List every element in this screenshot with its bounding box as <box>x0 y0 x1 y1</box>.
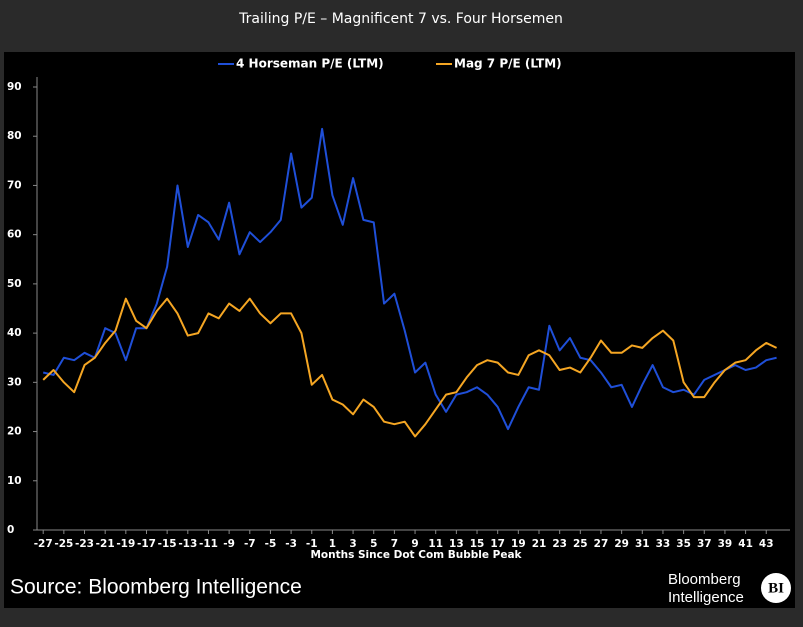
x-tick-label: -17 <box>137 538 156 550</box>
y-tick-label: 30 <box>7 376 22 388</box>
series-line <box>42 297 778 438</box>
x-tick-label: 13 <box>449 538 464 550</box>
x-tick-label: 3 <box>349 538 356 550</box>
x-tick-label: 35 <box>676 538 691 550</box>
x-tick-label: 5 <box>370 538 377 550</box>
x-tick-label: 27 <box>594 538 609 550</box>
x-tick-label: -1 <box>306 538 318 550</box>
x-tick-label: -13 <box>178 538 197 550</box>
x-tick-label: 39 <box>718 538 733 550</box>
x-tick-label: -9 <box>223 538 235 550</box>
series-line <box>42 127 777 431</box>
x-tick-label: 1 <box>329 538 336 550</box>
logo-line1: Bloomberg <box>668 571 741 588</box>
chart-title: Trailing P/E – Magnificent 7 vs. Four Ho… <box>238 11 563 27</box>
x-tick-label: -15 <box>158 538 177 550</box>
y-tick-label: 40 <box>7 327 22 339</box>
x-tick-label: -21 <box>96 538 115 550</box>
y-tick-label: 70 <box>7 179 22 191</box>
x-tick-label: 37 <box>697 538 712 550</box>
x-tick-label: 7 <box>391 538 398 550</box>
x-tick-label: -3 <box>285 538 297 550</box>
logo-badge-circle <box>761 573 791 603</box>
source: Source: Bloomberg Intelligence <box>10 576 302 599</box>
legend-label: 4 Horseman P/E (LTM) <box>236 57 384 71</box>
x-tick-label: -25 <box>54 538 73 550</box>
y-tick-label: 80 <box>7 130 22 142</box>
x-tick-label: -5 <box>265 538 277 550</box>
x-tick-label: -19 <box>116 538 135 550</box>
x-tick-label: 9 <box>411 538 418 550</box>
y-tick-label: 50 <box>7 278 22 290</box>
x-tick-label: 43 <box>759 538 774 550</box>
y-tick-label: 90 <box>7 81 22 93</box>
y-tick-label: 20 <box>7 426 22 438</box>
x-tick-label: -23 <box>75 538 94 550</box>
x-tick-label: -27 <box>34 538 53 550</box>
logo-line2: Intelligence <box>668 589 744 606</box>
x-tick-label: -7 <box>244 538 256 550</box>
x-tick-label: 15 <box>470 538 485 550</box>
x-tick-label: 31 <box>635 538 650 550</box>
x-tick-label: 29 <box>614 538 629 550</box>
x-axis-label: Months Since Dot Com Bubble Peak <box>310 549 522 561</box>
x-tick-label: 25 <box>573 538 588 550</box>
logo-badge: BI <box>768 580 784 596</box>
plot-panel <box>4 52 795 608</box>
x-tick-label: 21 <box>532 538 547 550</box>
legend-label: Mag 7 P/E (LTM) <box>454 57 562 71</box>
x-tick-label: -11 <box>199 538 218 550</box>
x-tick-label: 19 <box>511 538 526 550</box>
x-tick-label: 33 <box>656 538 671 550</box>
x-tick-label: 11 <box>428 538 443 550</box>
y-tick-label: 0 <box>7 524 14 536</box>
x-tick-label: 17 <box>490 538 505 550</box>
x-tick-label: 23 <box>552 538 567 550</box>
y-tick-label: 60 <box>7 229 22 241</box>
y-tick-label: 10 <box>7 475 22 487</box>
x-tick-label: 41 <box>738 538 753 550</box>
